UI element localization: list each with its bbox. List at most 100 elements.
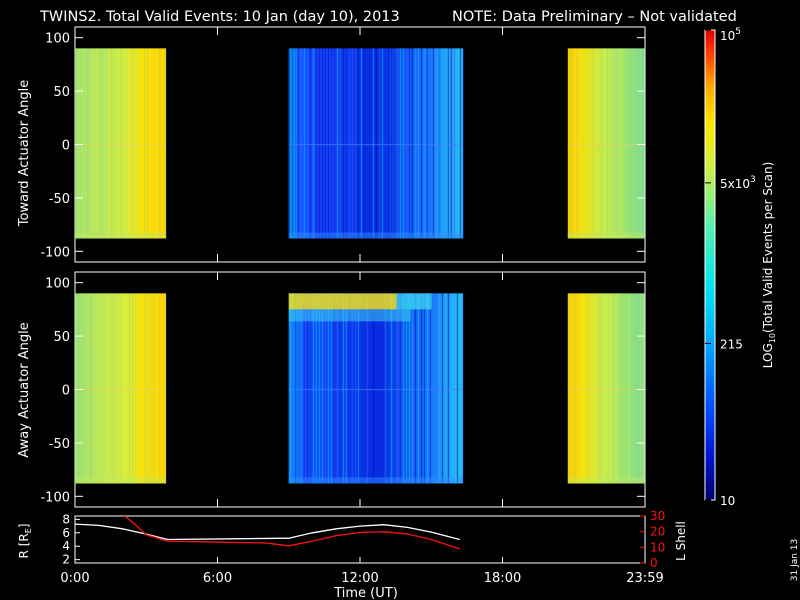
away-streak	[351, 293, 354, 484]
away-edge-band	[288, 477, 463, 484]
away-streak	[429, 293, 432, 484]
toward-streak	[426, 48, 429, 239]
toward-streak	[96, 48, 98, 239]
away-streak	[135, 293, 137, 484]
lshell-ytick-label: 0	[650, 556, 658, 570]
toward-streak	[621, 48, 624, 239]
away-streak	[384, 293, 387, 484]
toward-streak	[615, 48, 618, 239]
away-edge-band	[75, 477, 167, 484]
away-streak	[78, 293, 80, 484]
away-streak	[123, 293, 125, 484]
x-tick-label: 6:00	[203, 571, 232, 586]
colorbar-tick-label: 215	[720, 337, 743, 351]
toward-streak	[327, 48, 330, 239]
toward-streak	[630, 48, 633, 239]
toward-streak	[366, 48, 369, 239]
toward-streak	[579, 48, 582, 239]
away-streak	[405, 293, 408, 484]
away-streak	[441, 293, 444, 484]
toward-edge-band	[567, 232, 645, 239]
away-streak	[594, 293, 597, 484]
away-streak	[354, 293, 357, 484]
away-streak	[291, 293, 294, 484]
away-streak	[453, 293, 456, 484]
away-streak	[612, 293, 615, 484]
away-streak	[300, 293, 303, 484]
toward-streak	[633, 48, 636, 239]
away-streak	[420, 293, 423, 484]
toward-streak	[342, 48, 345, 239]
lshell-ytick-label: 10	[650, 540, 665, 554]
away-streak	[597, 293, 600, 484]
toward-streak	[315, 48, 318, 239]
toward-streak	[162, 48, 164, 239]
toward-streak	[609, 48, 612, 239]
away-streak	[627, 293, 630, 484]
away-streak	[642, 293, 645, 484]
away-streak	[84, 293, 86, 484]
away-streak	[165, 293, 167, 484]
toward-ytick-label: 0	[62, 139, 70, 154]
away-streak	[459, 293, 462, 484]
toward-streak	[405, 48, 408, 239]
toward-streak	[294, 48, 297, 239]
toward-streak	[324, 48, 327, 239]
toward-streak	[312, 48, 315, 239]
away-streak	[417, 293, 420, 484]
toward-streak	[438, 48, 441, 239]
toward-streak	[606, 48, 609, 239]
away-streak	[447, 293, 450, 484]
away-streak	[93, 293, 95, 484]
toward-streak	[591, 48, 594, 239]
away-streak	[636, 293, 639, 484]
away-ytick-label: 50	[53, 330, 70, 345]
toward-streak	[360, 48, 363, 239]
away-streak	[90, 293, 92, 484]
chart-title: TWINS2. Total Valid Events: 10 Jan (day …	[39, 9, 400, 25]
toward-streak	[129, 48, 131, 239]
toward-streak	[627, 48, 630, 239]
lshell-ytick-label: 20	[650, 525, 665, 539]
toward-heatmap-panel: 100 50 0 -50 -100	[40, 26, 646, 263]
away-streak	[369, 293, 372, 484]
colorbar	[704, 29, 716, 501]
toward-streak	[450, 48, 453, 239]
svg-text:R [RE]: R [RE]	[17, 524, 33, 559]
away-streak	[102, 293, 104, 484]
toward-ytick-label: -50	[49, 192, 70, 207]
toward-ytick-label: 100	[45, 32, 70, 47]
away-streak	[144, 293, 146, 484]
away-ytick-label: -100	[40, 490, 70, 505]
x-tick-label: 23:59	[626, 571, 663, 586]
toward-streak	[420, 48, 423, 239]
away-streak	[390, 293, 393, 484]
away-streak	[357, 293, 360, 484]
toward-streak	[75, 48, 77, 239]
away-streak	[411, 293, 414, 484]
toward-edge-band	[75, 232, 167, 239]
away-streak	[324, 293, 327, 484]
away-streak	[423, 293, 426, 484]
toward-streak	[642, 48, 645, 239]
away-streak	[153, 293, 155, 484]
away-streak	[444, 293, 447, 484]
away-streak	[576, 293, 579, 484]
away-streak	[570, 293, 573, 484]
away-streak	[615, 293, 618, 484]
colorbar-ticks: 10 215 5x103 105	[705, 27, 756, 508]
away-streak	[108, 293, 110, 484]
toward-streak	[303, 48, 306, 239]
away-streak	[414, 293, 417, 484]
toward-ytick-label: 50	[53, 85, 70, 100]
toward-streak	[114, 48, 116, 239]
toward-streak	[339, 48, 342, 239]
toward-streak	[156, 48, 158, 239]
away-streak	[585, 293, 588, 484]
away-streak	[147, 293, 149, 484]
away-streak	[621, 293, 624, 484]
away-streak	[150, 293, 152, 484]
away-streak	[294, 293, 297, 484]
away-streak	[609, 293, 612, 484]
away-streak	[639, 293, 642, 484]
